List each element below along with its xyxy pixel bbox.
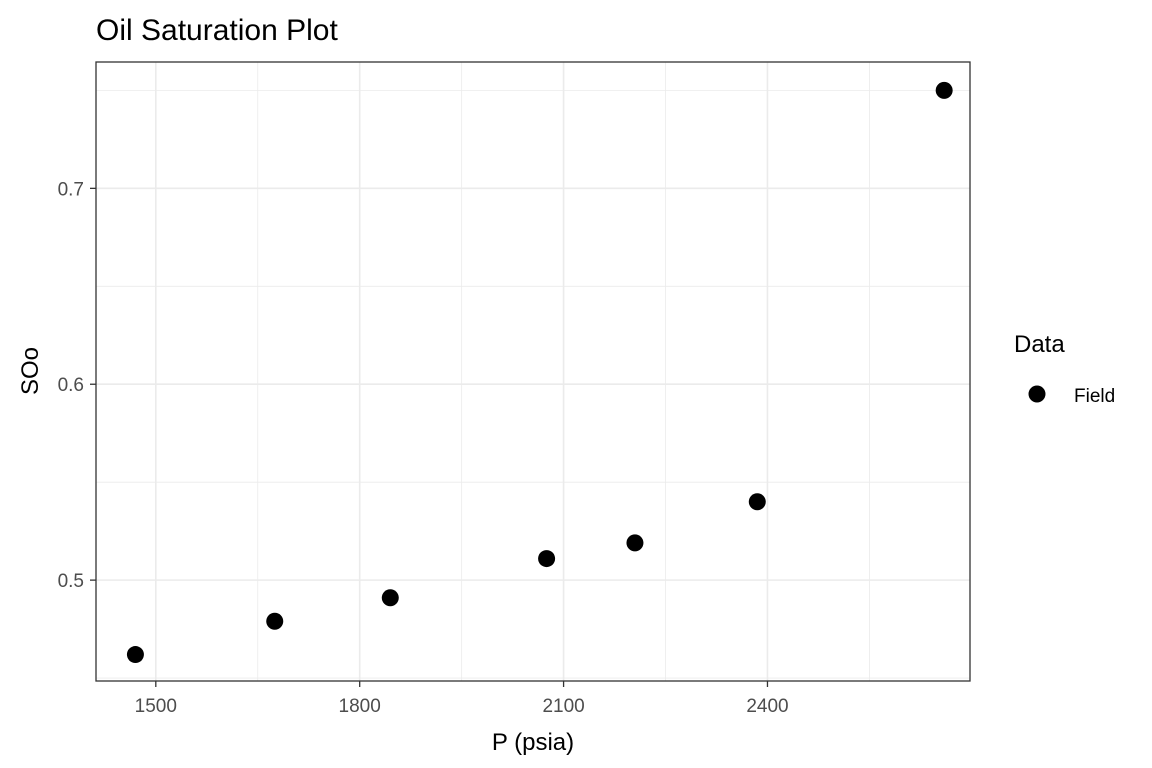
legend-title: Data [1014, 331, 1065, 358]
data-point [538, 550, 556, 568]
x-tick-label: 1500 [135, 696, 177, 717]
legend: Data Field [1014, 331, 1115, 407]
y-axis-title: SOo [17, 347, 44, 395]
minor-gridlines [96, 62, 970, 681]
y-tick-label: 0.7 [58, 179, 84, 200]
data-point [748, 493, 766, 511]
plot-panel-border [95, 61, 971, 682]
x-axis-ticks: 1500 1800 2100 2400 [135, 681, 789, 717]
x-tick-label: 2400 [746, 696, 788, 717]
chart-title: Oil Saturation Plot [96, 14, 338, 47]
x-axis-title: P (psia) [492, 729, 574, 756]
data-point [266, 612, 284, 630]
data-point [626, 534, 644, 552]
x-tick-label: 2100 [542, 696, 584, 717]
x-tick-label: 1800 [339, 696, 381, 717]
data-point [935, 81, 953, 99]
data-point [126, 646, 144, 664]
data-point [381, 589, 399, 607]
data-points [126, 81, 953, 664]
y-tick-label: 0.5 [58, 571, 84, 592]
major-gridlines [96, 62, 970, 681]
legend-key-marker [1028, 385, 1046, 403]
legend-label-field: Field [1074, 386, 1115, 407]
y-axis-ticks: 0.5 0.6 0.7 [58, 179, 96, 592]
y-tick-label: 0.6 [58, 375, 84, 396]
